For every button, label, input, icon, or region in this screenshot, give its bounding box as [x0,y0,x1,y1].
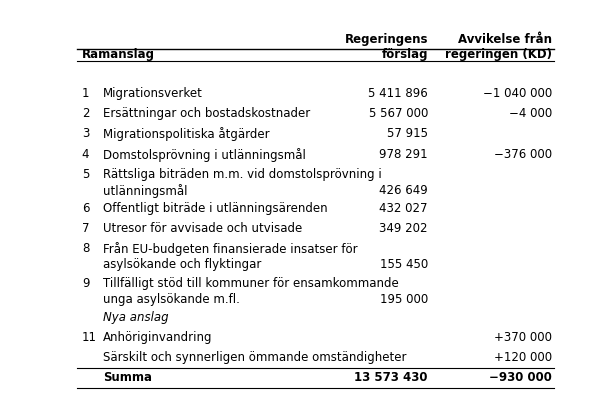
Text: 8: 8 [82,242,89,254]
Text: 4: 4 [82,147,89,160]
Text: utlänningsmål: utlänningsmål [103,183,188,197]
Text: Regeringens
förslag: Regeringens förslag [344,33,428,61]
Text: +370 000: +370 000 [494,330,552,343]
Text: Anhöriginvandring: Anhöriginvandring [103,330,213,343]
Text: Tillfälligt stöd till kommuner för ensamkommande: Tillfälligt stöd till kommuner för ensam… [103,276,399,289]
Text: Från EU-budgeten finansierade insatser för: Från EU-budgeten finansierade insatser f… [103,242,358,256]
Text: Summa: Summa [103,370,152,383]
Text: 978 291: 978 291 [379,147,428,160]
Text: Utresor för avvisade och utvisade: Utresor för avvisade och utvisade [103,222,302,235]
Text: +120 000: +120 000 [494,350,552,363]
Text: 349 202: 349 202 [379,222,428,235]
Text: Domstolsprövning i utlänningsmål: Domstolsprövning i utlänningsmål [103,147,306,161]
Text: −376 000: −376 000 [494,147,552,160]
Text: Nya anslag: Nya anslag [103,310,169,323]
Text: 432 027: 432 027 [379,202,428,214]
Text: 5 567 000: 5 567 000 [368,107,428,120]
Text: 57 915: 57 915 [387,127,428,140]
Text: 5 411 896: 5 411 896 [368,87,428,100]
Text: Ramanslag: Ramanslag [82,48,155,61]
Text: Offentligt biträde i utlänningsärenden: Offentligt biträde i utlänningsärenden [103,202,328,214]
Text: 2: 2 [82,107,89,120]
Text: 155 450: 155 450 [379,258,428,271]
Text: Rättsliga biträden m.m. vid domstolsprövning i: Rättsliga biträden m.m. vid domstolspröv… [103,167,382,180]
Text: −1 040 000: −1 040 000 [483,87,552,100]
Text: 11: 11 [82,330,97,343]
Text: Ersättningar och bostadskostnader: Ersättningar och bostadskostnader [103,107,310,120]
Text: Migrationspolitiska åtgärder: Migrationspolitiska åtgärder [103,127,270,141]
Text: −930 000: −930 000 [489,370,552,383]
Text: 9: 9 [82,276,89,289]
Text: 5: 5 [82,167,89,180]
Text: unga asylsökande m.fl.: unga asylsökande m.fl. [103,292,240,305]
Text: −4 000: −4 000 [509,107,552,120]
Text: asylsökande och flyktingar: asylsökande och flyktingar [103,258,262,271]
Text: Avvikelse från
regeringen (KD): Avvikelse från regeringen (KD) [445,33,552,61]
Text: Särskilt och synnerligen ömmande omständigheter: Särskilt och synnerligen ömmande omständ… [103,350,407,363]
Text: 7: 7 [82,222,89,235]
Text: 3: 3 [82,127,89,140]
Text: 13 573 430: 13 573 430 [354,370,428,383]
Text: 1: 1 [82,87,89,100]
Text: 426 649: 426 649 [379,183,428,196]
Text: 195 000: 195 000 [379,292,428,305]
Text: Migrationsverket: Migrationsverket [103,87,203,100]
Text: 6: 6 [82,202,89,214]
